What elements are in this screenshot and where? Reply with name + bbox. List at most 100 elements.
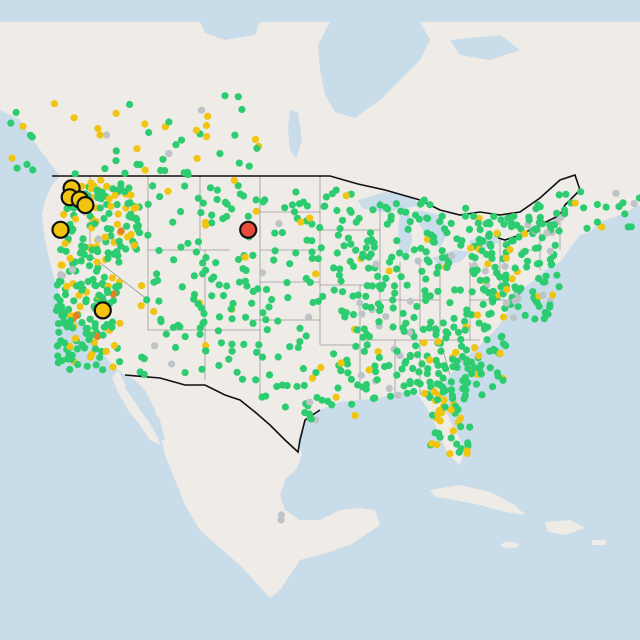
station-marker-no-data[interactable] — [543, 229, 551, 237]
station-marker-good[interactable] — [161, 167, 169, 175]
station-marker-good[interactable] — [338, 288, 347, 296]
station-marker-good[interactable] — [262, 316, 270, 324]
station-marker-good[interactable] — [449, 394, 457, 403]
station-marker-good[interactable] — [583, 224, 591, 232]
station-marker-moderate[interactable] — [72, 215, 80, 223]
station-marker-no-data[interactable] — [447, 252, 456, 260]
station-marker-good[interactable] — [439, 254, 447, 262]
station-marker-good[interactable] — [215, 313, 224, 321]
station-marker-good[interactable] — [271, 229, 279, 237]
station-marker-no-data[interactable] — [258, 269, 266, 277]
station-marker-good[interactable] — [468, 370, 476, 378]
station-marker-good[interactable] — [177, 136, 186, 144]
station-marker-good[interactable] — [515, 233, 523, 241]
station-marker-good[interactable] — [240, 340, 248, 348]
station-marker-good[interactable] — [136, 368, 144, 376]
station-marker-good[interactable] — [560, 206, 569, 214]
station-marker-moderate[interactable] — [435, 406, 443, 415]
station-marker-moderate[interactable] — [105, 195, 113, 203]
station-marker-moderate[interactable] — [108, 274, 116, 282]
station-marker-good[interactable] — [486, 347, 494, 355]
station-marker-good[interactable] — [412, 342, 420, 350]
station-marker-moderate[interactable] — [571, 199, 579, 207]
station-marker-good[interactable] — [115, 237, 123, 245]
station-marker-moderate[interactable] — [19, 122, 27, 130]
station-marker-good[interactable] — [252, 196, 260, 204]
station-marker-good[interactable] — [78, 286, 86, 294]
station-marker-moderate[interactable] — [103, 182, 111, 190]
station-marker-good[interactable] — [411, 211, 420, 219]
station-marker-moderate[interactable] — [76, 303, 84, 311]
station-marker-moderate[interactable] — [138, 282, 146, 290]
station-marker-good[interactable] — [435, 369, 443, 378]
station-marker-good[interactable] — [462, 386, 470, 394]
station-marker-good[interactable] — [523, 263, 531, 271]
station-marker-good[interactable] — [484, 323, 492, 331]
station-marker-good[interactable] — [87, 331, 95, 339]
station-marker-good[interactable] — [114, 252, 122, 260]
station-marker-good[interactable] — [242, 266, 250, 274]
station-marker-good[interactable] — [401, 359, 409, 367]
station-marker-good[interactable] — [410, 387, 418, 396]
station-marker-good[interactable] — [54, 359, 62, 367]
station-marker-good[interactable] — [424, 365, 432, 373]
station-marker-good[interactable] — [113, 201, 121, 209]
station-marker-good[interactable] — [602, 203, 610, 211]
station-marker-moderate[interactable] — [471, 344, 479, 352]
station-marker-good[interactable] — [546, 301, 554, 309]
station-marker-good[interactable] — [479, 300, 487, 308]
station-marker-good[interactable] — [312, 369, 320, 377]
station-marker-unhealthy-sensitive[interactable] — [117, 227, 125, 235]
station-marker-good[interactable] — [317, 244, 325, 252]
station-marker-good[interactable] — [544, 310, 552, 318]
station-marker-good[interactable] — [155, 246, 163, 255]
station-marker-good[interactable] — [381, 363, 389, 371]
station-marker-moderate[interactable] — [447, 406, 455, 414]
station-marker-good[interactable] — [235, 159, 243, 167]
station-marker-good[interactable] — [333, 249, 341, 257]
station-marker-no-data[interactable] — [502, 299, 511, 307]
station-marker-good[interactable] — [497, 283, 505, 291]
station-marker-no-data[interactable] — [306, 398, 314, 406]
station-marker-moderate[interactable] — [433, 441, 441, 449]
station-marker-moderate[interactable] — [521, 230, 529, 238]
station-marker-good[interactable] — [483, 336, 491, 344]
station-marker-moderate[interactable] — [598, 223, 606, 231]
station-marker-good[interactable] — [294, 343, 302, 352]
station-marker-good[interactable] — [427, 231, 435, 239]
station-marker-good[interactable] — [319, 292, 327, 300]
station-marker-good[interactable] — [84, 324, 92, 333]
station-marker-good[interactable] — [555, 191, 563, 199]
station-marker-good[interactable] — [99, 366, 107, 374]
station-marker-good[interactable] — [486, 364, 494, 372]
station-marker-no-data[interactable] — [414, 257, 422, 265]
station-marker-moderate[interactable] — [63, 282, 71, 290]
station-marker-good[interactable] — [562, 190, 570, 198]
station-marker-good[interactable] — [314, 297, 322, 305]
station-marker-good[interactable] — [208, 219, 216, 227]
station-marker-moderate[interactable] — [123, 233, 132, 241]
station-marker-good[interactable] — [98, 280, 106, 288]
station-marker-good[interactable] — [389, 296, 397, 304]
station-marker-moderate[interactable] — [440, 396, 448, 404]
station-marker-good[interactable] — [593, 200, 602, 209]
station-marker-good[interactable] — [223, 282, 231, 290]
station-marker-good[interactable] — [499, 376, 507, 384]
station-marker-good[interactable] — [91, 345, 99, 353]
station-marker-good[interactable] — [69, 324, 77, 332]
station-marker-good[interactable] — [334, 384, 342, 392]
station-marker-good[interactable] — [393, 237, 401, 245]
station-marker-moderate[interactable] — [241, 253, 249, 261]
station-marker-good[interactable] — [107, 225, 115, 233]
station-marker-good[interactable] — [165, 118, 173, 126]
station-marker-good[interactable] — [212, 259, 220, 267]
station-marker-no-data[interactable] — [358, 310, 366, 318]
station-marker-good[interactable] — [373, 376, 381, 384]
station-marker-good[interactable] — [403, 281, 411, 289]
station-marker-good[interactable] — [513, 221, 521, 229]
station-marker-good[interactable] — [234, 93, 242, 101]
station-marker-moderate[interactable] — [421, 389, 429, 397]
station-marker-moderate[interactable] — [93, 258, 101, 266]
station-marker-good[interactable] — [362, 292, 370, 300]
